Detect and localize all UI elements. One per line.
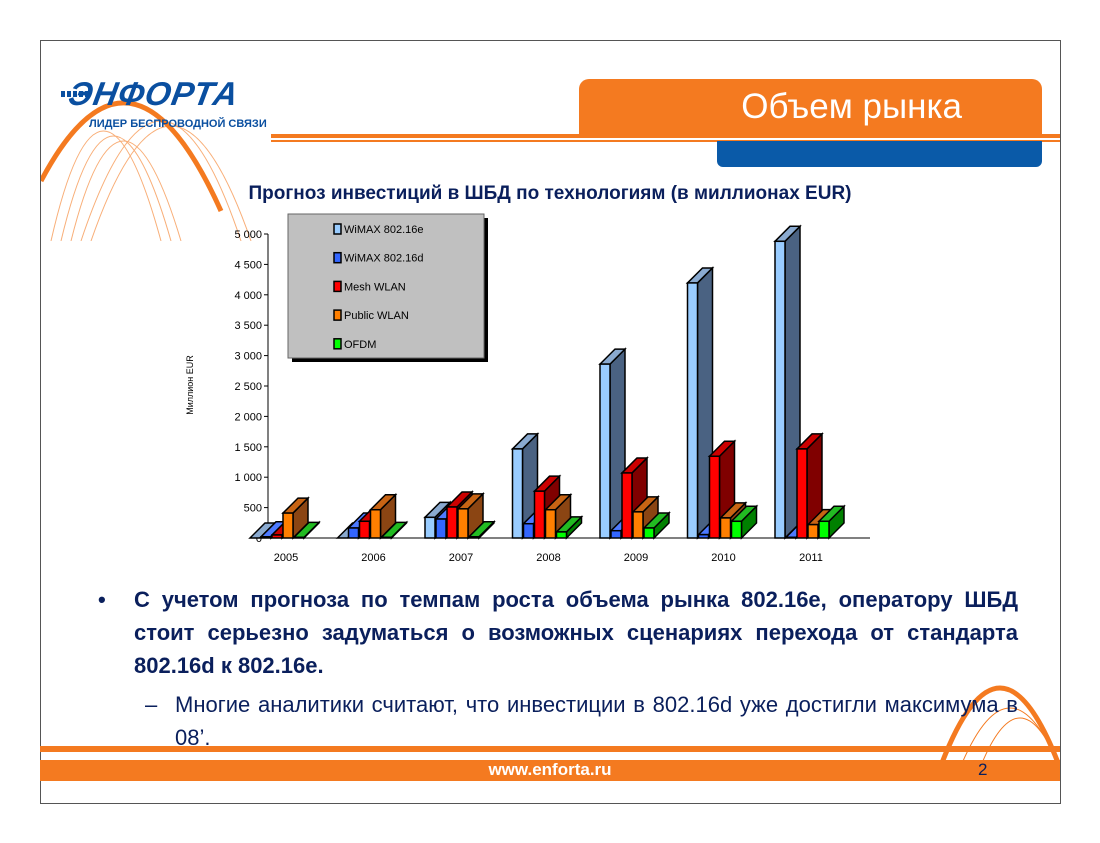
bullet-icon: • <box>98 587 106 612</box>
bar-front <box>686 282 699 539</box>
bar-ofdm-2010 <box>729 504 759 540</box>
bar-front <box>708 455 721 539</box>
y-tick-label: 4 500 <box>234 259 262 271</box>
bar-front <box>533 490 546 539</box>
bar-front <box>271 534 283 539</box>
logo: ЭНФОРТА ЛИДЕР БЕСПРОВОДНОЙ СВЯЗИ <box>61 75 267 130</box>
bar-front <box>369 508 382 539</box>
bar-ofdm-2007 <box>467 519 496 540</box>
bar-front <box>380 536 393 539</box>
bar-front <box>555 531 568 539</box>
y-tick-label: 0 <box>256 533 262 545</box>
y-tick-label: 500 <box>244 503 262 515</box>
y-axis-label: Миллион EUR <box>185 355 195 415</box>
legend-swatch <box>333 251 342 264</box>
x-tick-label: 2005 <box>274 552 298 564</box>
y-tick-label: 4 000 <box>234 290 262 302</box>
bar-front <box>785 536 797 539</box>
bar-front <box>544 508 557 539</box>
bar-front <box>347 527 360 539</box>
bar-front <box>424 516 436 539</box>
header-divider <box>271 134 1060 138</box>
title-accent-bar <box>717 141 1042 167</box>
bar-front <box>260 536 272 539</box>
y-tick-label: 2 500 <box>234 381 262 393</box>
bar-front <box>774 240 786 539</box>
bar-front <box>457 508 469 539</box>
legend-box <box>287 213 485 359</box>
legend-label: Mesh WLAN <box>344 281 406 293</box>
legend-label: OFDM <box>344 339 376 351</box>
footer-bar <box>40 760 1060 781</box>
legend-label: WiMAX 802.16d <box>344 253 423 265</box>
chart-title: Прогноз инвестиций в ШБД по технологиям … <box>248 183 852 204</box>
bar-front <box>358 520 371 539</box>
bar-front <box>468 536 480 539</box>
x-tick-label: 2011 <box>799 552 823 564</box>
decorative-arcs <box>41 100 252 241</box>
bar-front <box>293 536 305 539</box>
legend-swatch <box>333 223 342 235</box>
bar-front <box>282 512 294 539</box>
bar-front <box>719 517 732 539</box>
legend-swatch <box>333 280 342 293</box>
y-tick-label: 1 000 <box>234 472 262 484</box>
bar-front <box>632 511 644 539</box>
legend-swatch <box>333 338 342 350</box>
bar-front <box>446 506 458 539</box>
bar-front <box>522 522 535 539</box>
chart-legend: WiMAX 802.16e WiMAX 802.16d Mesh WLAN Publi… <box>287 213 488 362</box>
bar-front <box>435 518 447 539</box>
slide: ЭНФОРТА ЛИДЕР БЕСПРОВОДНОЙ СВЯЗИ Объем р… <box>40 40 1061 804</box>
bar-ofdm-2008 <box>554 515 584 540</box>
logo-tagline: ЛИДЕР БЕСПРОВОДНОЙ СВЯЗИ <box>89 118 267 130</box>
legend-label: WiMAX 802.16e <box>344 224 423 236</box>
bar-ofdm-2011 <box>817 504 846 540</box>
bar-front <box>807 523 819 539</box>
bar-front <box>643 527 655 539</box>
footer-url[interactable]: www.enforta.ru <box>488 760 612 779</box>
bar-front <box>599 363 611 539</box>
y-tick-label: 2 000 <box>234 411 262 423</box>
bar-front <box>697 533 710 539</box>
bar-ofdm-2006 <box>379 520 409 540</box>
legend-label: Public WLAN <box>344 310 409 322</box>
x-tick-label: 2010 <box>711 552 735 564</box>
bullet-point: • С учетом прогноза по темпам роста объе… <box>98 583 1018 682</box>
x-tick-label: 2007 <box>449 552 473 564</box>
bar-front <box>818 520 830 539</box>
x-tick-label: 2008 <box>536 552 560 564</box>
y-tick-label: 5 000 <box>234 229 262 241</box>
title-banner: Объем рынка <box>579 79 1042 134</box>
page-number: 2 <box>978 760 988 779</box>
y-tick-label: 1 500 <box>234 442 262 454</box>
bar-front <box>730 520 743 539</box>
legend-swatch <box>333 309 342 321</box>
bar-front <box>621 472 633 539</box>
header-divider-thin <box>271 140 1060 142</box>
dash-icon: – <box>145 692 158 717</box>
y-tick-label: 3 000 <box>234 351 262 363</box>
sub-bullet-text: Многие аналитики считают, что инвестиции… <box>175 692 1018 750</box>
sub-bullet: – Многие аналитики считают, что инвестиц… <box>145 688 1018 754</box>
x-tick-label: 2009 <box>624 552 648 564</box>
bullet-text: С учетом прогноза по темпам роста объема… <box>134 587 1018 678</box>
x-tick-label: 2006 <box>361 552 385 564</box>
y-tick-label: 3 500 <box>234 320 262 332</box>
slide-title: Объем рынка <box>741 87 962 126</box>
footer-line <box>40 746 1060 752</box>
bar-ofdm-2005 <box>292 520 321 540</box>
bar-front <box>610 529 622 539</box>
bar-ofdm-2009 <box>642 511 671 540</box>
bar-front <box>511 448 524 539</box>
bar-front <box>796 448 808 539</box>
bar-public-wlan-2008 <box>543 492 573 540</box>
bar-public-wlan-2007 <box>456 492 485 540</box>
